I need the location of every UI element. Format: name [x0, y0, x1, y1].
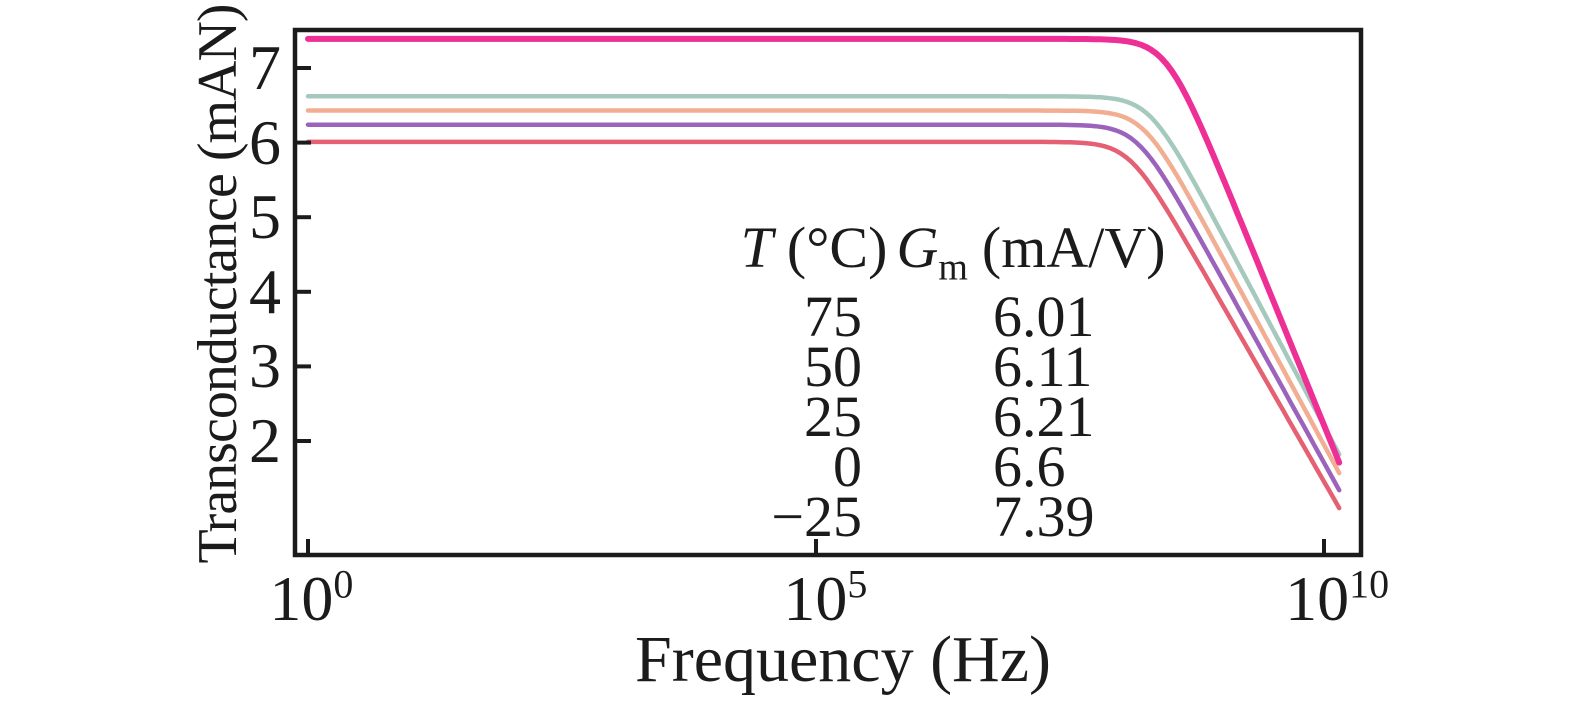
x-axis-title: Frequency (Hz)	[635, 623, 1051, 696]
x-tick-base: 10	[1285, 563, 1350, 634]
temperature-symbol: T	[740, 215, 773, 280]
y-tick-label-2: 2	[249, 405, 281, 476]
x-tick-exponent: 10	[1349, 561, 1390, 607]
x-tick-exponent: 0	[333, 561, 354, 607]
y-tick-label-3: 3	[249, 330, 281, 401]
x-tick-label-1e0: 100	[269, 564, 353, 631]
legend-gm-6-01: 6.01	[993, 284, 1095, 349]
legend-temperature-50: 50	[804, 334, 862, 399]
legend-gm-6-11: 6.11	[993, 334, 1093, 399]
legend-gm-6-6: 6.6	[993, 434, 1066, 499]
curve-T-75	[305, 139, 1342, 511]
legend-temperature-75: 75	[804, 284, 862, 349]
gm-unit: (mA/V)	[981, 215, 1166, 280]
gm-subscript: m	[938, 246, 968, 289]
y-tick-label-7: 7	[249, 32, 281, 103]
legend-temperature-0: 0	[833, 434, 862, 499]
x-tick-exponent: 5	[847, 561, 868, 607]
curve-T-25	[305, 108, 1342, 476]
curve-T--25	[305, 35, 1343, 466]
curve-group	[305, 35, 1343, 511]
gm-symbol: G	[896, 215, 939, 280]
legend-temperature-25: 25	[804, 384, 862, 449]
y-tick-label-5: 5	[249, 181, 281, 252]
axis-ticks	[297, 66, 1326, 553]
temperature-unit: (°C)	[786, 215, 888, 280]
plot-frame	[292, 27, 1364, 558]
legend-temperature-neg25: −25	[771, 484, 862, 549]
legend-gm-7-39: 7.39	[993, 484, 1095, 549]
x-tick-base: 10	[269, 563, 334, 634]
x-tick-base: 10	[783, 563, 848, 634]
legend-header-temperature: T (°C)	[741, 219, 888, 277]
x-tick-label-1e10: 1010	[1285, 564, 1389, 631]
legend-gm-6-21: 6.21	[993, 384, 1095, 449]
legend-header-gm: Gm (mA/V)	[896, 219, 1165, 287]
curve-T-0	[305, 94, 1342, 457]
y-tick-label-4: 4	[249, 256, 281, 327]
x-tick-label-1e5: 105	[783, 564, 867, 631]
curve-T-50	[305, 122, 1342, 493]
y-tick-label-6: 6	[249, 107, 281, 178]
